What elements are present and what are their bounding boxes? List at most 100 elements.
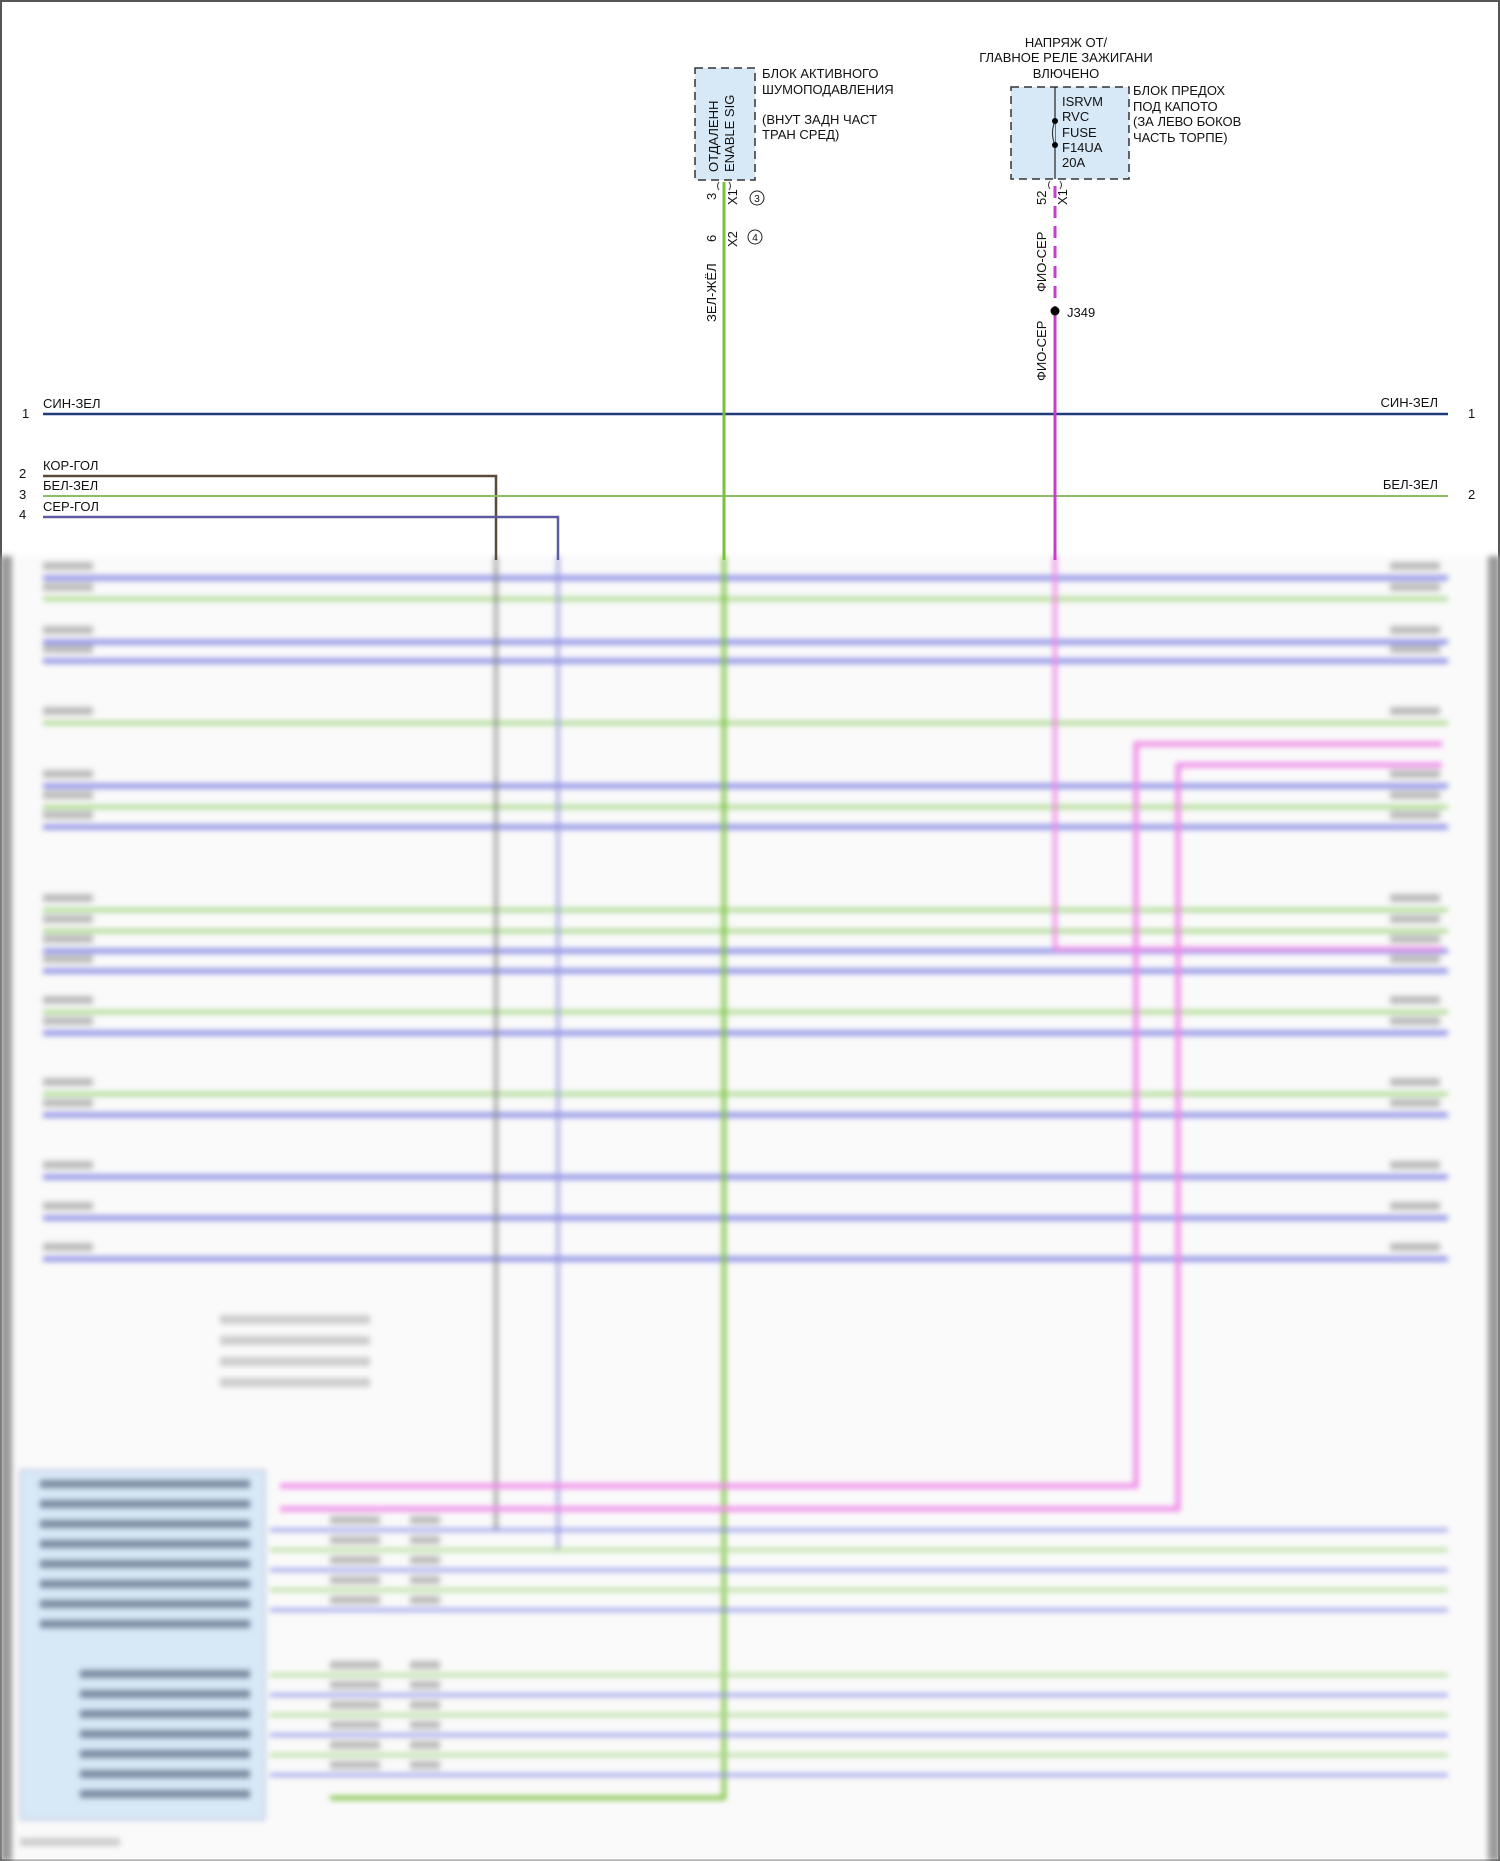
blurred-label xyxy=(43,955,93,963)
blurred-label xyxy=(410,1576,440,1584)
blurred-label xyxy=(330,1761,380,1769)
anc-connector-name: X2 xyxy=(725,231,740,247)
fuse-pin-number: 52 xyxy=(1034,191,1049,205)
blurred-label xyxy=(43,996,93,1004)
blurred-pink-wire xyxy=(280,741,1442,1489)
blurred-label xyxy=(410,1596,440,1604)
fuse-label: F14UA xyxy=(1062,140,1103,155)
fuse-block-title: ПОД КАПОТО xyxy=(1133,99,1218,114)
fuse-block-box xyxy=(1010,86,1130,180)
blurred-label xyxy=(1390,955,1440,963)
right-wire-color: БЕЛ-ЗЕЛ xyxy=(1383,477,1438,492)
blurred-legend xyxy=(220,1357,370,1366)
wire-zel-zhel-continued xyxy=(330,556,726,1800)
anc-pin-label: ОТДАЛЕНН xyxy=(706,101,721,172)
blurred-label xyxy=(410,1701,440,1709)
blurred-label xyxy=(43,935,93,943)
connector-ref-circle-icon xyxy=(747,229,763,245)
blurred-label xyxy=(43,562,93,570)
blurred-label xyxy=(43,1078,93,1086)
right-wire-color: СИН-ЗЕЛ xyxy=(1380,395,1438,410)
blurred-label xyxy=(1390,1078,1440,1086)
left-pin-number: 1 xyxy=(22,406,29,421)
wire-color-label: ЗЕЛ-ЖЁЛ xyxy=(704,263,719,322)
blurred-module-text xyxy=(40,1520,250,1528)
blurred-module-text xyxy=(80,1750,250,1758)
blurred-watermark xyxy=(20,1838,120,1846)
connector-ref-circle-icon xyxy=(749,190,765,206)
top-note-line: ВЛЮЧЕНО xyxy=(1033,66,1100,81)
blurred-legend xyxy=(220,1378,370,1387)
blurred-label xyxy=(43,583,93,591)
wire-color-label: ФИО-СЕР xyxy=(1034,321,1049,381)
blurred-label xyxy=(410,1516,440,1524)
blurred-label xyxy=(1390,562,1440,570)
blurred-label xyxy=(410,1721,440,1729)
anc-module-location: (ВНУТ ЗАДН ЧАСТ xyxy=(762,112,877,127)
anc-pin-number: 3 xyxy=(704,193,719,200)
fuse-label: 20A xyxy=(1062,155,1085,170)
blur-right-edge xyxy=(1488,556,1500,1861)
blurred-module-text xyxy=(40,1500,250,1508)
blurred-label xyxy=(1390,996,1440,1004)
blurred-label xyxy=(330,1701,380,1709)
right-pin-number: 1 xyxy=(1468,406,1475,421)
blurred-label xyxy=(1390,1202,1440,1210)
anc-module-box xyxy=(694,67,756,181)
blurred-label xyxy=(410,1681,440,1689)
anc-connector-name: X1 xyxy=(725,189,740,205)
blurred-module-box xyxy=(19,1469,266,1821)
top-note-line: НАПРЯЖ ОТ/ xyxy=(1025,35,1108,50)
blurred-label xyxy=(43,1243,93,1251)
splice-label: J349 xyxy=(1067,305,1095,320)
blurred-module-text xyxy=(80,1730,250,1738)
blurred-label xyxy=(1390,915,1440,923)
blurred-label xyxy=(330,1681,380,1689)
blurred-label xyxy=(1390,707,1440,715)
blurred-label xyxy=(43,707,93,715)
blurred-module-text xyxy=(80,1690,250,1698)
blurred-label xyxy=(43,626,93,634)
blurred-label xyxy=(410,1741,440,1749)
blurred-label xyxy=(1390,791,1440,799)
left-wire-color: СИН-ЗЕЛ xyxy=(43,396,101,411)
blurred-label xyxy=(43,1202,93,1210)
blurred-module-text xyxy=(80,1790,250,1798)
anc-pin-number: 6 xyxy=(704,235,719,242)
blurred-label xyxy=(43,894,93,902)
blurred-pink-wire xyxy=(280,762,1442,1512)
fuse-label: RVC xyxy=(1062,109,1089,124)
blurred-label xyxy=(43,1161,93,1169)
blurred-legend xyxy=(220,1336,370,1345)
anc-module-title: БЛОК АКТИВНОГО xyxy=(762,66,878,81)
blurred-label xyxy=(43,1017,93,1025)
blurred-label xyxy=(43,1099,93,1107)
blurred-module-text xyxy=(80,1670,250,1678)
top-note-line: ГЛАВНОЕ РЕЛЕ ЗАЖИГАНИ xyxy=(979,50,1153,65)
blurred-lower-diagram xyxy=(0,556,1500,1861)
blurred-label xyxy=(410,1661,440,1669)
splice-dot xyxy=(1050,306,1060,316)
fuse-label: ISRVM xyxy=(1062,94,1103,109)
left-wire-color: БЕЛ-ЗЕЛ xyxy=(43,478,98,493)
connector-ref: 4 xyxy=(752,233,758,244)
blurred-label xyxy=(1390,1243,1440,1251)
anc-module-title: ШУМОПОДАВЛЕНИЯ xyxy=(762,82,894,97)
blurred-label xyxy=(1390,583,1440,591)
blurred-label xyxy=(43,645,93,653)
blurred-label xyxy=(330,1596,380,1604)
blurred-label xyxy=(330,1576,380,1584)
blurred-label xyxy=(1390,1099,1440,1107)
blurred-label xyxy=(330,1536,380,1544)
blurred-label xyxy=(1390,770,1440,778)
blurred-module-text xyxy=(40,1480,250,1488)
blurred-module-text xyxy=(40,1620,250,1628)
wire-ser-gol xyxy=(43,515,560,560)
blurred-label xyxy=(43,770,93,778)
blurred-label xyxy=(330,1661,380,1669)
blurred-module-text xyxy=(80,1770,250,1778)
blurred-legend xyxy=(220,1315,370,1324)
blurred-label xyxy=(43,811,93,819)
blurred-label xyxy=(330,1721,380,1729)
